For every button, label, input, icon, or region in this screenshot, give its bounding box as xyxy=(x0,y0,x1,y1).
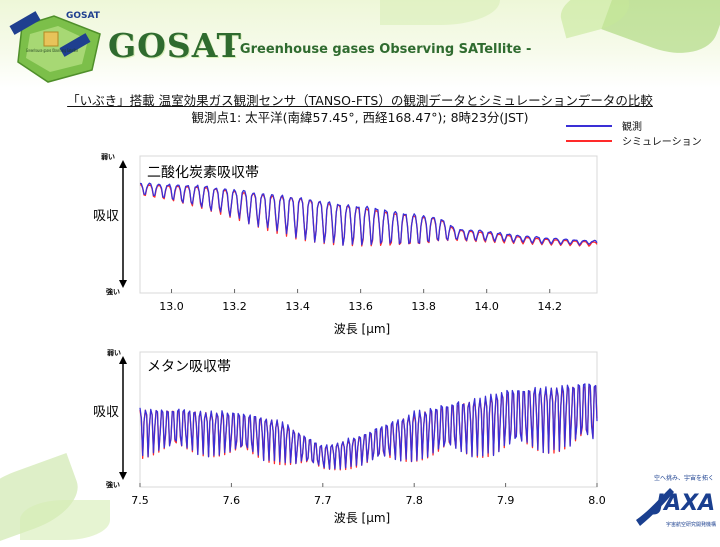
logo-title: GOSAT xyxy=(108,26,243,65)
legend-label-simulation: シミュレーション xyxy=(622,137,702,148)
logo-subtitle: - Greenhouse gases Observing SATellite - xyxy=(230,42,532,57)
co2-ticks: 13.0 13.2 13.4 13.6 13.8 14.0 14.2 xyxy=(159,289,562,313)
legend-item-simulation: シミュレーション xyxy=(566,133,702,148)
legend-swatch-observed xyxy=(566,124,612,127)
ch4-x-axis-label: 波長 [μm] xyxy=(334,511,391,525)
co2-x-tick-label: 13.8 xyxy=(411,300,436,313)
co2-chart-title: 二酸化炭素吸収帯 xyxy=(147,165,259,181)
ch4-x-tick-label: 7.8 xyxy=(405,494,423,507)
ch4-y-axis-label: 吸収 xyxy=(93,405,119,420)
gosat-logo-icon: GOSAT Greenhouse gases Observing Satelli… xyxy=(9,11,101,83)
co2-x-axis-label: 波長 [μm] xyxy=(334,322,391,336)
decor-leaf xyxy=(20,500,110,540)
co2-y-arrow-head-top xyxy=(119,160,127,168)
ch4-x-tick-label: 7.6 xyxy=(223,494,241,507)
co2-series-observed xyxy=(139,182,598,246)
jaxa-logo-text: JAXA xyxy=(652,491,715,516)
ch4-x-tick-label: 7.7 xyxy=(314,494,332,507)
ch4-ticks: 7.5 7.6 7.7 7.8 7.9 8.0 xyxy=(131,483,606,507)
legend-label-observed: 観測 xyxy=(622,122,642,133)
co2-y-bottom-label: 強い xyxy=(106,287,120,296)
co2-series xyxy=(139,182,598,247)
co2-chart: 弱い 強い 吸収 二酸化炭素吸収帯 13.0 13.2 13.4 13.6 13.8 14… xyxy=(93,152,598,336)
ch4-series xyxy=(139,383,598,471)
jaxa-tagline: 空へ挑み、宇宙を拓く xyxy=(654,474,714,482)
ch4-y-bottom-label: 強い xyxy=(106,480,120,489)
co2-y-arrow-head-bottom xyxy=(119,280,127,288)
co2-x-tick-label: 13.4 xyxy=(285,300,310,313)
legend-item-observed: 観測 xyxy=(566,118,702,133)
ch4-chart: 弱い 強い 吸収 メタン吸収帯 7.5 7.6 7.7 7.8 7.9 8.0 波長 [μ… xyxy=(93,348,606,525)
slide-title: 「いぶき」搭載 温室効果ガス観測センサ（TANSO-FTS）の観測データとシミュ… xyxy=(67,93,653,108)
legend-swatch-simulation xyxy=(566,139,612,142)
ch4-x-tick-label: 7.9 xyxy=(497,494,514,507)
co2-y-axis-label: 吸収 xyxy=(93,209,119,224)
logo-badge: GOSAT xyxy=(66,11,101,21)
ch4-chart-title: メタン吸収帯 xyxy=(147,359,231,375)
co2-x-tick-label: 14.2 xyxy=(537,300,562,313)
ch4-x-tick-label: 8.0 xyxy=(588,494,606,507)
ch4-x-tick-label: 7.5 xyxy=(131,494,149,507)
ch4-y-arrow-head-top xyxy=(119,356,127,364)
co2-x-tick-label: 13.6 xyxy=(348,300,373,313)
jaxa-logo-icon: 空へ挑み、宇宙を拓く JAXA 宇宙航空研究開発機構 xyxy=(636,474,716,528)
co2-x-tick-label: 13.0 xyxy=(159,300,184,313)
co2-plot-area xyxy=(139,155,598,294)
co2-x-tick-label: 13.2 xyxy=(222,300,247,313)
logo-caption: Greenhouse gases Observing Satellite xyxy=(26,48,78,53)
legend: 観測 シミュレーション xyxy=(566,118,702,148)
jaxa-org: 宇宙航空研究開発機構 xyxy=(666,521,716,528)
ch4-y-top-label: 弱い xyxy=(107,348,121,357)
co2-x-tick-label: 14.0 xyxy=(474,300,499,313)
co2-y-top-label: 弱い xyxy=(101,152,115,161)
ch4-y-arrow-head-bottom xyxy=(119,472,127,480)
ch4-series-observed xyxy=(139,383,598,470)
slide-subtitle: 観測点1: 太平洋(南緯57.45°, 西経168.47°); 8時23分(JS… xyxy=(191,110,529,125)
